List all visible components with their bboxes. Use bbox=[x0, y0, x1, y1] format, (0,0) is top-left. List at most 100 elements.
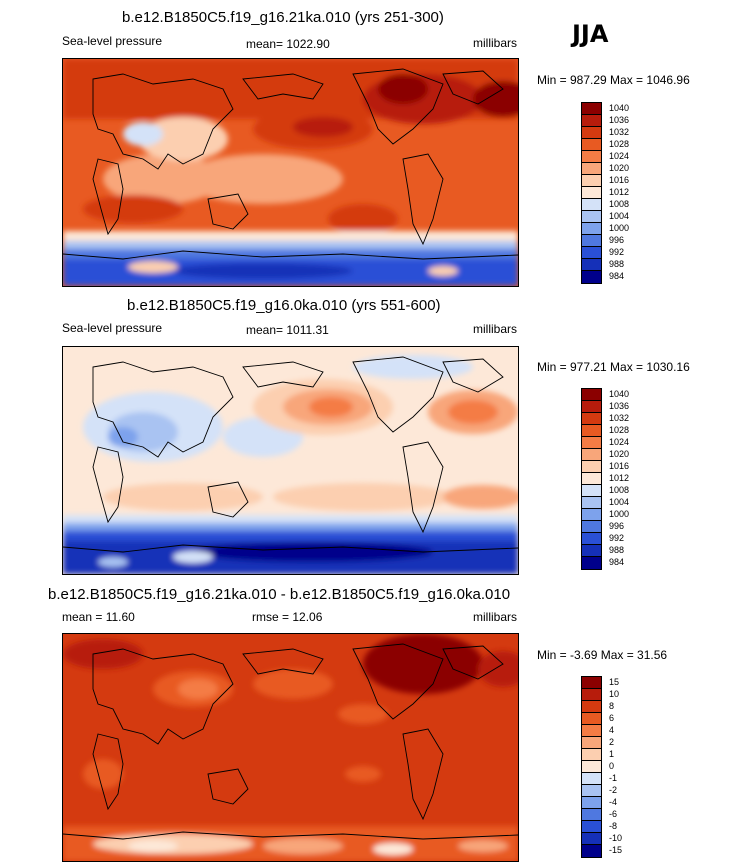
colorbar-segment bbox=[582, 521, 601, 533]
colorbar-segment bbox=[582, 677, 601, 689]
panel2-mean-label: mean= 1011.31 bbox=[246, 323, 329, 337]
colorbar-segment bbox=[582, 737, 601, 749]
panel3-title: b.e12.B1850C5.f19_g16.21ka.010 - b.e12.B… bbox=[48, 586, 511, 603]
colorbar-tick-label: 1036 bbox=[609, 114, 630, 125]
colorbar-segment bbox=[582, 127, 601, 139]
colorbar-segment bbox=[582, 509, 601, 521]
colorbar-tick-label: 1020 bbox=[609, 162, 630, 173]
panel3-colorbar bbox=[581, 676, 602, 858]
colorbar-segment bbox=[582, 701, 601, 713]
colorbar-segment bbox=[582, 497, 601, 509]
colorbar-tick-label: 8 bbox=[609, 700, 615, 711]
colorbar-tick-label: -15 bbox=[609, 844, 623, 855]
panel3-colorbar-labels: 15 10 8 6 4 2 1 0 -1 -2 -4 -6 -8 -10 -15 bbox=[609, 676, 649, 856]
panel1-variable-label: Sea-level pressure bbox=[62, 34, 163, 48]
panel3-coastlines bbox=[63, 643, 518, 840]
panel2-minmax: Min = 977.21 Max = 1030.16 bbox=[537, 360, 690, 374]
panel3-map-field bbox=[63, 634, 518, 861]
panel1-mean-label: mean= 1022.90 bbox=[246, 37, 330, 51]
colorbar-segment bbox=[582, 473, 601, 485]
colorbar-tick-label: 1032 bbox=[609, 412, 630, 423]
colorbar-segment bbox=[582, 797, 601, 809]
colorbar-segment bbox=[582, 809, 601, 821]
colorbar-tick-label: 1012 bbox=[609, 186, 630, 197]
colorbar-tick-label: 988 bbox=[609, 258, 625, 269]
colorbar-tick-label: 992 bbox=[609, 246, 625, 257]
colorbar-tick-label: 1028 bbox=[609, 424, 630, 435]
colorbar-tick-label: 15 bbox=[609, 676, 620, 687]
colorbar-tick-label: 984 bbox=[609, 556, 625, 567]
colorbar-segment bbox=[582, 437, 601, 449]
colorbar-tick-label: -2 bbox=[609, 784, 618, 795]
colorbar-tick-label: 1016 bbox=[609, 174, 630, 185]
colorbar-tick-label: -6 bbox=[609, 808, 618, 819]
panel1-colorbar bbox=[581, 102, 602, 284]
colorbar-tick-label: 1040 bbox=[609, 388, 630, 399]
colorbar-tick-label: 988 bbox=[609, 544, 625, 555]
colorbar-segment bbox=[582, 271, 601, 283]
colorbar-segment bbox=[582, 833, 601, 845]
panel1-map-field bbox=[63, 59, 518, 286]
panel3-minmax: Min = -3.69 Max = 31.56 bbox=[537, 648, 668, 662]
colorbar-segment bbox=[582, 223, 601, 235]
colorbar-tick-label: 1020 bbox=[609, 448, 630, 459]
colorbar-segment bbox=[582, 557, 601, 569]
colorbar-segment bbox=[582, 199, 601, 211]
colorbar-tick-label: 1008 bbox=[609, 198, 630, 209]
colorbar-tick-label: 1036 bbox=[609, 400, 630, 411]
panel2-colorbar bbox=[581, 388, 602, 570]
colorbar-segment bbox=[582, 247, 601, 259]
colorbar-segment bbox=[582, 845, 601, 857]
colorbar-segment bbox=[582, 425, 601, 437]
colorbar-segment bbox=[582, 175, 601, 187]
colorbar-tick-label: 1000 bbox=[609, 508, 630, 519]
colorbar-segment bbox=[582, 689, 601, 701]
colorbar-tick-label: 996 bbox=[609, 520, 625, 531]
panel1-minmax: Min = 987.29 Max = 1046.96 bbox=[537, 73, 690, 87]
colorbar-segment bbox=[582, 187, 601, 199]
colorbar-segment bbox=[582, 139, 601, 151]
panel3-map bbox=[62, 633, 519, 862]
colorbar-segment bbox=[582, 389, 601, 401]
colorbar-segment bbox=[582, 533, 601, 545]
colorbar-segment bbox=[582, 713, 601, 725]
colorbar-tick-label: 1 bbox=[609, 748, 615, 759]
colorbar-segment bbox=[582, 115, 601, 127]
colorbar-tick-label: 992 bbox=[609, 532, 625, 543]
colorbar-segment bbox=[582, 163, 601, 175]
colorbar-tick-label: 1004 bbox=[609, 496, 630, 507]
colorbar-tick-label: 1008 bbox=[609, 484, 630, 495]
panel2-map bbox=[62, 346, 519, 575]
panel3-rmse-label: rmse = 12.06 bbox=[252, 610, 323, 624]
panel2-coastlines bbox=[63, 356, 518, 553]
colorbar-tick-label: 996 bbox=[609, 234, 625, 245]
colorbar-tick-label: 1028 bbox=[609, 138, 630, 149]
colorbar-segment bbox=[582, 211, 601, 223]
colorbar-tick-label: 1016 bbox=[609, 460, 630, 471]
colorbar-segment bbox=[582, 401, 601, 413]
colorbar-tick-label: 1040 bbox=[609, 102, 630, 113]
colorbar-tick-label: 2 bbox=[609, 736, 615, 747]
colorbar-tick-label: -1 bbox=[609, 772, 618, 783]
colorbar-segment bbox=[582, 785, 601, 797]
colorbar-segment bbox=[582, 413, 601, 425]
panel1-colorbar-labels: 1040 1036 1032 1028 1024 1020 1016 1012 1008 1004… bbox=[609, 102, 649, 282]
colorbar-tick-label: -4 bbox=[609, 796, 618, 807]
panel1-title: b.e12.B1850C5.f19_g16.21ka.010 (yrs 251-… bbox=[122, 9, 444, 26]
colorbar-tick-label: 1024 bbox=[609, 436, 630, 447]
panel1-map bbox=[62, 58, 519, 287]
season-label: JJA bbox=[572, 20, 609, 48]
panel1-units-label: millibars bbox=[473, 36, 518, 50]
colorbar-segment bbox=[582, 761, 601, 773]
colorbar-segment bbox=[582, 259, 601, 271]
panel2-units-label: millibars bbox=[473, 322, 518, 336]
colorbar-segment bbox=[582, 235, 601, 247]
colorbar-segment bbox=[582, 821, 601, 833]
panel2-title: b.e12.B1850C5.f19_g16.0ka.010 (yrs 551-6… bbox=[127, 297, 441, 314]
colorbar-segment bbox=[582, 103, 601, 115]
colorbar-tick-label: 1024 bbox=[609, 150, 630, 161]
colorbar-tick-label: 0 bbox=[609, 760, 615, 771]
colorbar-tick-label: 4 bbox=[609, 724, 615, 735]
panel1-coastlines bbox=[63, 68, 518, 260]
colorbar-tick-label: -8 bbox=[609, 820, 618, 831]
